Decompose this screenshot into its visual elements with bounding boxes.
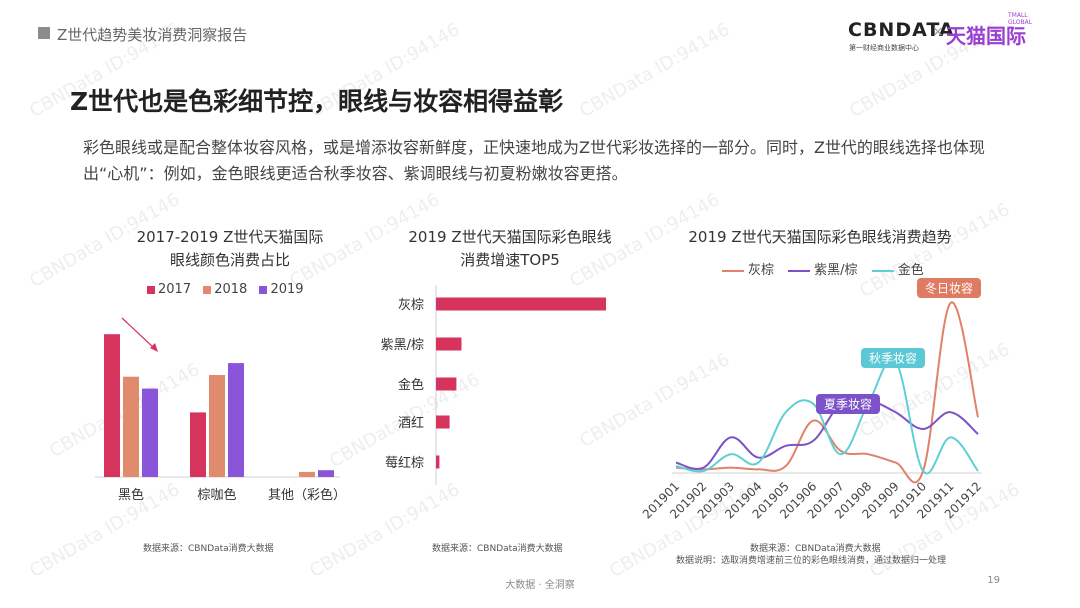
chart2-bar-3 xyxy=(436,415,450,429)
tmall-logo-small: TMALL GLOBAL xyxy=(1008,12,1033,26)
chart1-category-label: 其他（彩色） xyxy=(268,487,346,503)
chart1-title-line1: 2017-2019 Z世代天猫国际 xyxy=(136,228,324,246)
chart1-bar-2019-1 xyxy=(228,363,244,477)
logo: CBNDATA 第一财经商业数据中心 × 天猫国际 TMALL GLOBAL xyxy=(848,12,1038,54)
chart2-category-label: 金色 xyxy=(398,377,424,393)
chart2-bar-1 xyxy=(436,337,462,351)
chart2-bar-4 xyxy=(436,455,440,469)
chart2-source: 数据来源：CBNData消费大数据 xyxy=(432,544,563,554)
chart1-title: 2017-2019 Z世代天猫国际 眼线颜色消费占比 xyxy=(90,226,370,272)
chart2-bar-2 xyxy=(436,377,457,391)
annotation-autumn-bg xyxy=(861,348,925,368)
chart2-category-label: 酒红 xyxy=(398,415,424,431)
chart1-bar-2017-0 xyxy=(104,334,120,477)
cbndata-logo: CBNDATA xyxy=(848,19,955,41)
annotation-summer-bg xyxy=(816,394,880,414)
annotation-summer-label: 夏季妆容 xyxy=(824,397,872,412)
chart2-category-label: 紫黑/棕 xyxy=(381,338,424,353)
legend-label-2018: 2018 xyxy=(214,282,248,297)
logo-separator: × xyxy=(932,24,944,40)
chart2-category-label: 莓红棕 xyxy=(385,455,424,471)
chart1-bar-2018-1 xyxy=(209,375,225,477)
cbndata-logo-subtitle: 第一财经商业数据中心 xyxy=(849,44,919,52)
chart3-note: 数据说明：选取消费增速前三位的彩色眼线消费，通过数据归一处理 xyxy=(676,556,947,566)
legend-item-gray-brown: 灰棕 xyxy=(722,263,774,278)
chart1-trend-arrow-head xyxy=(150,343,158,352)
chart2-title-line2: 消费增速TOP5 xyxy=(460,251,560,269)
chart3-source: 数据来源：CBNData消费大数据 xyxy=(750,544,881,554)
annotation-winter-bg xyxy=(917,278,981,298)
legend-line-gold xyxy=(871,269,894,272)
annotation-autumn-label: 秋季妆容 xyxy=(869,351,917,366)
chart3-legend: 灰棕 紫黑/棕 金色 xyxy=(722,259,934,278)
chart3-line-series-0 xyxy=(675,301,979,484)
chart1-bar-2019-2 xyxy=(318,470,334,477)
report-title: Z世代趋势美妆消费洞察报告 xyxy=(57,26,248,44)
chart2-category-label: 灰棕 xyxy=(398,298,424,313)
legend-item-2018: 2018 xyxy=(203,282,247,297)
legend-item-2017: 2017 xyxy=(147,282,191,297)
chart1-category-label: 黑色 xyxy=(118,487,144,503)
chart1-legend: 2017 2018 2019 xyxy=(147,282,312,297)
chart3-line-series-2 xyxy=(675,358,979,475)
legend-item-gold: 金色 xyxy=(871,263,924,278)
legend-label-2017: 2017 xyxy=(158,282,192,297)
chart1-bar-2018-0 xyxy=(123,376,139,477)
chart2-title: 2019 Z世代天猫国际彩色眼线 消费增速TOP5 xyxy=(370,226,650,272)
legend-line-gray-brown xyxy=(722,269,744,272)
chart1-bar-2018-2 xyxy=(299,471,315,477)
legend-item-purple-black: 紫黑/棕 xyxy=(788,263,858,278)
chart3-line-series-1 xyxy=(675,397,979,470)
legend-label-purple-black: 紫黑/棕 xyxy=(814,263,858,278)
chart1-bar-2019-0 xyxy=(142,388,158,477)
footer-text: 大数据 · 全洞察 xyxy=(505,580,575,591)
chart1-source: 数据来源：CBNData消费大数据 xyxy=(143,544,274,554)
page-description: 彩色眼线或是配合整体妆容风格，或是增添妆容新鲜度，正快速地成为Z世代彩妆选择的一… xyxy=(83,138,985,183)
legend-swatch-2018 xyxy=(203,285,212,294)
chart1-category-label: 棕咖色 xyxy=(197,487,236,503)
legend-line-purple-black xyxy=(788,269,811,272)
chart2-bar-0 xyxy=(436,297,606,311)
chart3-title: 2019 Z世代天猫国际彩色眼线消费趋势 xyxy=(688,228,952,246)
legend-label-gold: 金色 xyxy=(897,263,924,278)
legend-swatch-2017 xyxy=(147,285,155,294)
header-square-icon xyxy=(38,27,50,39)
page-title: Z世代也是色彩细节控，眼线与妆容相得益彰 xyxy=(70,87,564,116)
chart1-title-line2: 眼线颜色消费占比 xyxy=(169,251,290,269)
annotation-winter-label: 冬日妆容 xyxy=(925,281,973,296)
legend-label-gray-brown: 灰棕 xyxy=(748,263,775,278)
chart2-title-line1: 2019 Z世代天猫国际彩色眼线 xyxy=(408,228,612,246)
chart1-bar-2017-1 xyxy=(190,412,206,477)
legend-swatch-2019 xyxy=(259,285,268,294)
legend-label-2019: 2019 xyxy=(270,282,304,297)
tmall-logo: 天猫国际 xyxy=(946,24,1026,48)
legend-item-2019: 2019 xyxy=(259,282,304,297)
page-number: 19 xyxy=(987,575,1000,586)
chart1-trend-arrow-line xyxy=(121,317,155,349)
